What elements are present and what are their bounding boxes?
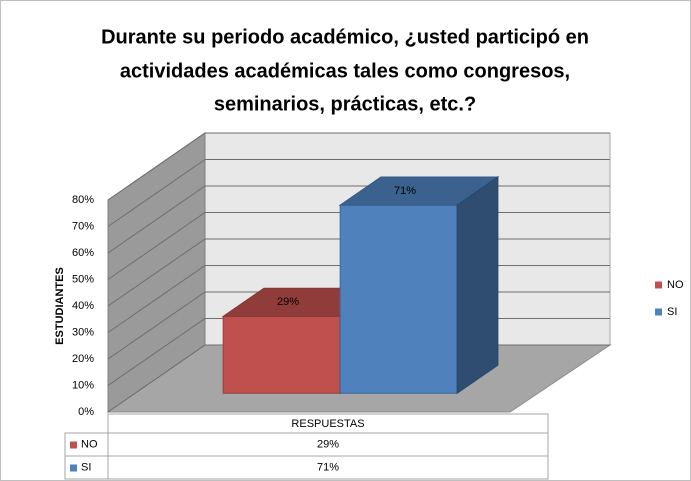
table-series-name: SI (81, 461, 91, 473)
y-tick-label: 10% (72, 379, 94, 391)
y-tick-label: 30% (72, 326, 94, 338)
legend-label: SI (667, 306, 677, 318)
y-tick-label: 0% (78, 406, 94, 418)
y-tick-label: 20% (72, 353, 94, 365)
table-series-name: NO (81, 438, 98, 450)
table-header: RESPUESTAS (291, 418, 364, 430)
y-axis-label: ESTUDIANTES (54, 267, 66, 345)
chart-title: Durante su periodo académico, ¿usted par… (101, 26, 589, 48)
table-value: 71% (317, 461, 339, 473)
y-tick-label: 50% (72, 273, 94, 285)
table-value: 29% (317, 438, 339, 450)
table-row (64, 455, 549, 480)
y-tick-label: 60% (72, 247, 94, 259)
y-tick-label: 40% (72, 300, 94, 312)
y-tick-label: 80% (72, 194, 94, 206)
bar-front (339, 204, 458, 394)
chart-title: actividades académicas tales como congre… (120, 60, 570, 82)
grid-line (107, 132, 610, 201)
table-swatch (70, 464, 77, 472)
chart-title: seminarios, prácticas, etc.? (214, 93, 476, 115)
y-tick-label: 70% (72, 220, 94, 232)
data-label: 29% (277, 296, 299, 308)
table-swatch (70, 441, 77, 449)
data-label: 71% (394, 185, 416, 197)
legend-swatch (655, 308, 662, 316)
grid-line (107, 159, 610, 227)
legend-label: NO (667, 279, 684, 291)
bar-front (222, 315, 341, 394)
legend-swatch (655, 281, 662, 289)
bar-side (456, 175, 499, 395)
